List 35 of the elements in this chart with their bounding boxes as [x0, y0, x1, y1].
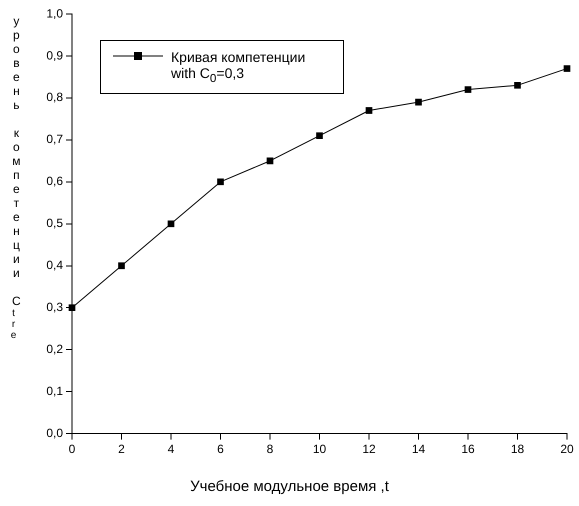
- y-tick-label: 0,9: [46, 48, 64, 62]
- x-tick-label: 18: [510, 442, 524, 456]
- point: [514, 82, 521, 89]
- x-tick-label: 4: [168, 442, 175, 456]
- point: [366, 107, 372, 114]
- y-tick-label: 0,6: [46, 174, 64, 188]
- x-tick-label: 12: [362, 442, 376, 456]
- legend-label: Кривая компетенции with C$_{0}$=0,3: [171, 49, 306, 85]
- point: [68, 304, 76, 312]
- y-tick-label: 0,7: [46, 132, 64, 146]
- point: [464, 86, 472, 93]
- x-tick-label: 20: [560, 442, 574, 456]
- x-tick-label: 0: [68, 442, 76, 456]
- point: [217, 178, 224, 186]
- y-tick-label: 0,3: [46, 300, 64, 314]
- y-tick-label: 1,0: [46, 6, 64, 20]
- point: [266, 158, 274, 164]
- y-tick-label: 0,2: [46, 342, 64, 356]
- y-tick-label: 0,4: [46, 258, 64, 272]
- point: [564, 65, 570, 72]
- point: [316, 132, 323, 140]
- x-tick-label: 14: [412, 442, 426, 456]
- x-tick-label: 2: [118, 442, 126, 456]
- x-axis-title: Учебное модульное время ,t: [189, 478, 390, 495]
- y-tick-label: 0,5: [46, 216, 64, 230]
- x-tick-label: 16: [461, 442, 475, 456]
- point: [415, 98, 422, 106]
- y-tick-label: 0,0: [46, 426, 64, 440]
- point: [118, 262, 125, 270]
- x-tick-label: 8: [266, 442, 274, 456]
- y-tick-label: 0,8: [46, 90, 64, 104]
- x-tick-label: 10: [312, 442, 326, 456]
- y-tick-label: 0,1: [46, 384, 64, 398]
- x-tick-label: 6: [217, 442, 224, 456]
- point: [168, 220, 174, 228]
